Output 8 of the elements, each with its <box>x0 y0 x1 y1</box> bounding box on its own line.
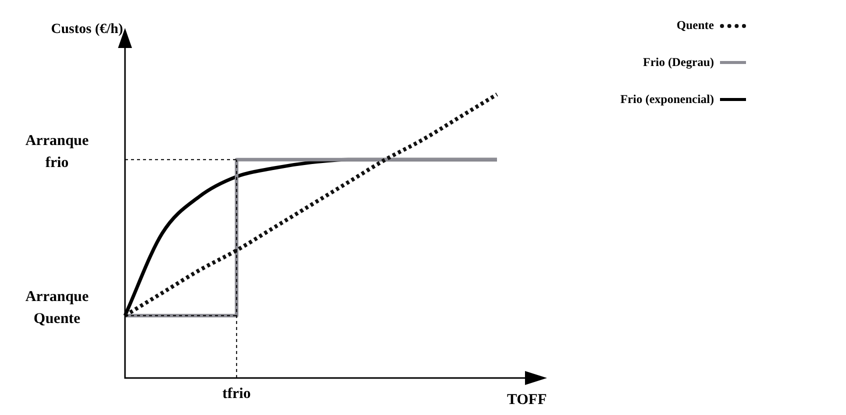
ref-line-label: Arranque Quente <box>24 288 90 329</box>
y-axis-title: Custos (€/h) <box>51 22 123 38</box>
legend-label: Frio (Degrau) <box>643 55 714 70</box>
ref-line-label: Arranque frio <box>24 132 90 173</box>
text: tfrio <box>222 386 251 403</box>
legend-label: Frio (exponencial) <box>620 92 714 107</box>
x-axis-title: TOFF <box>507 392 547 409</box>
legend-label: Quente <box>676 18 714 33</box>
